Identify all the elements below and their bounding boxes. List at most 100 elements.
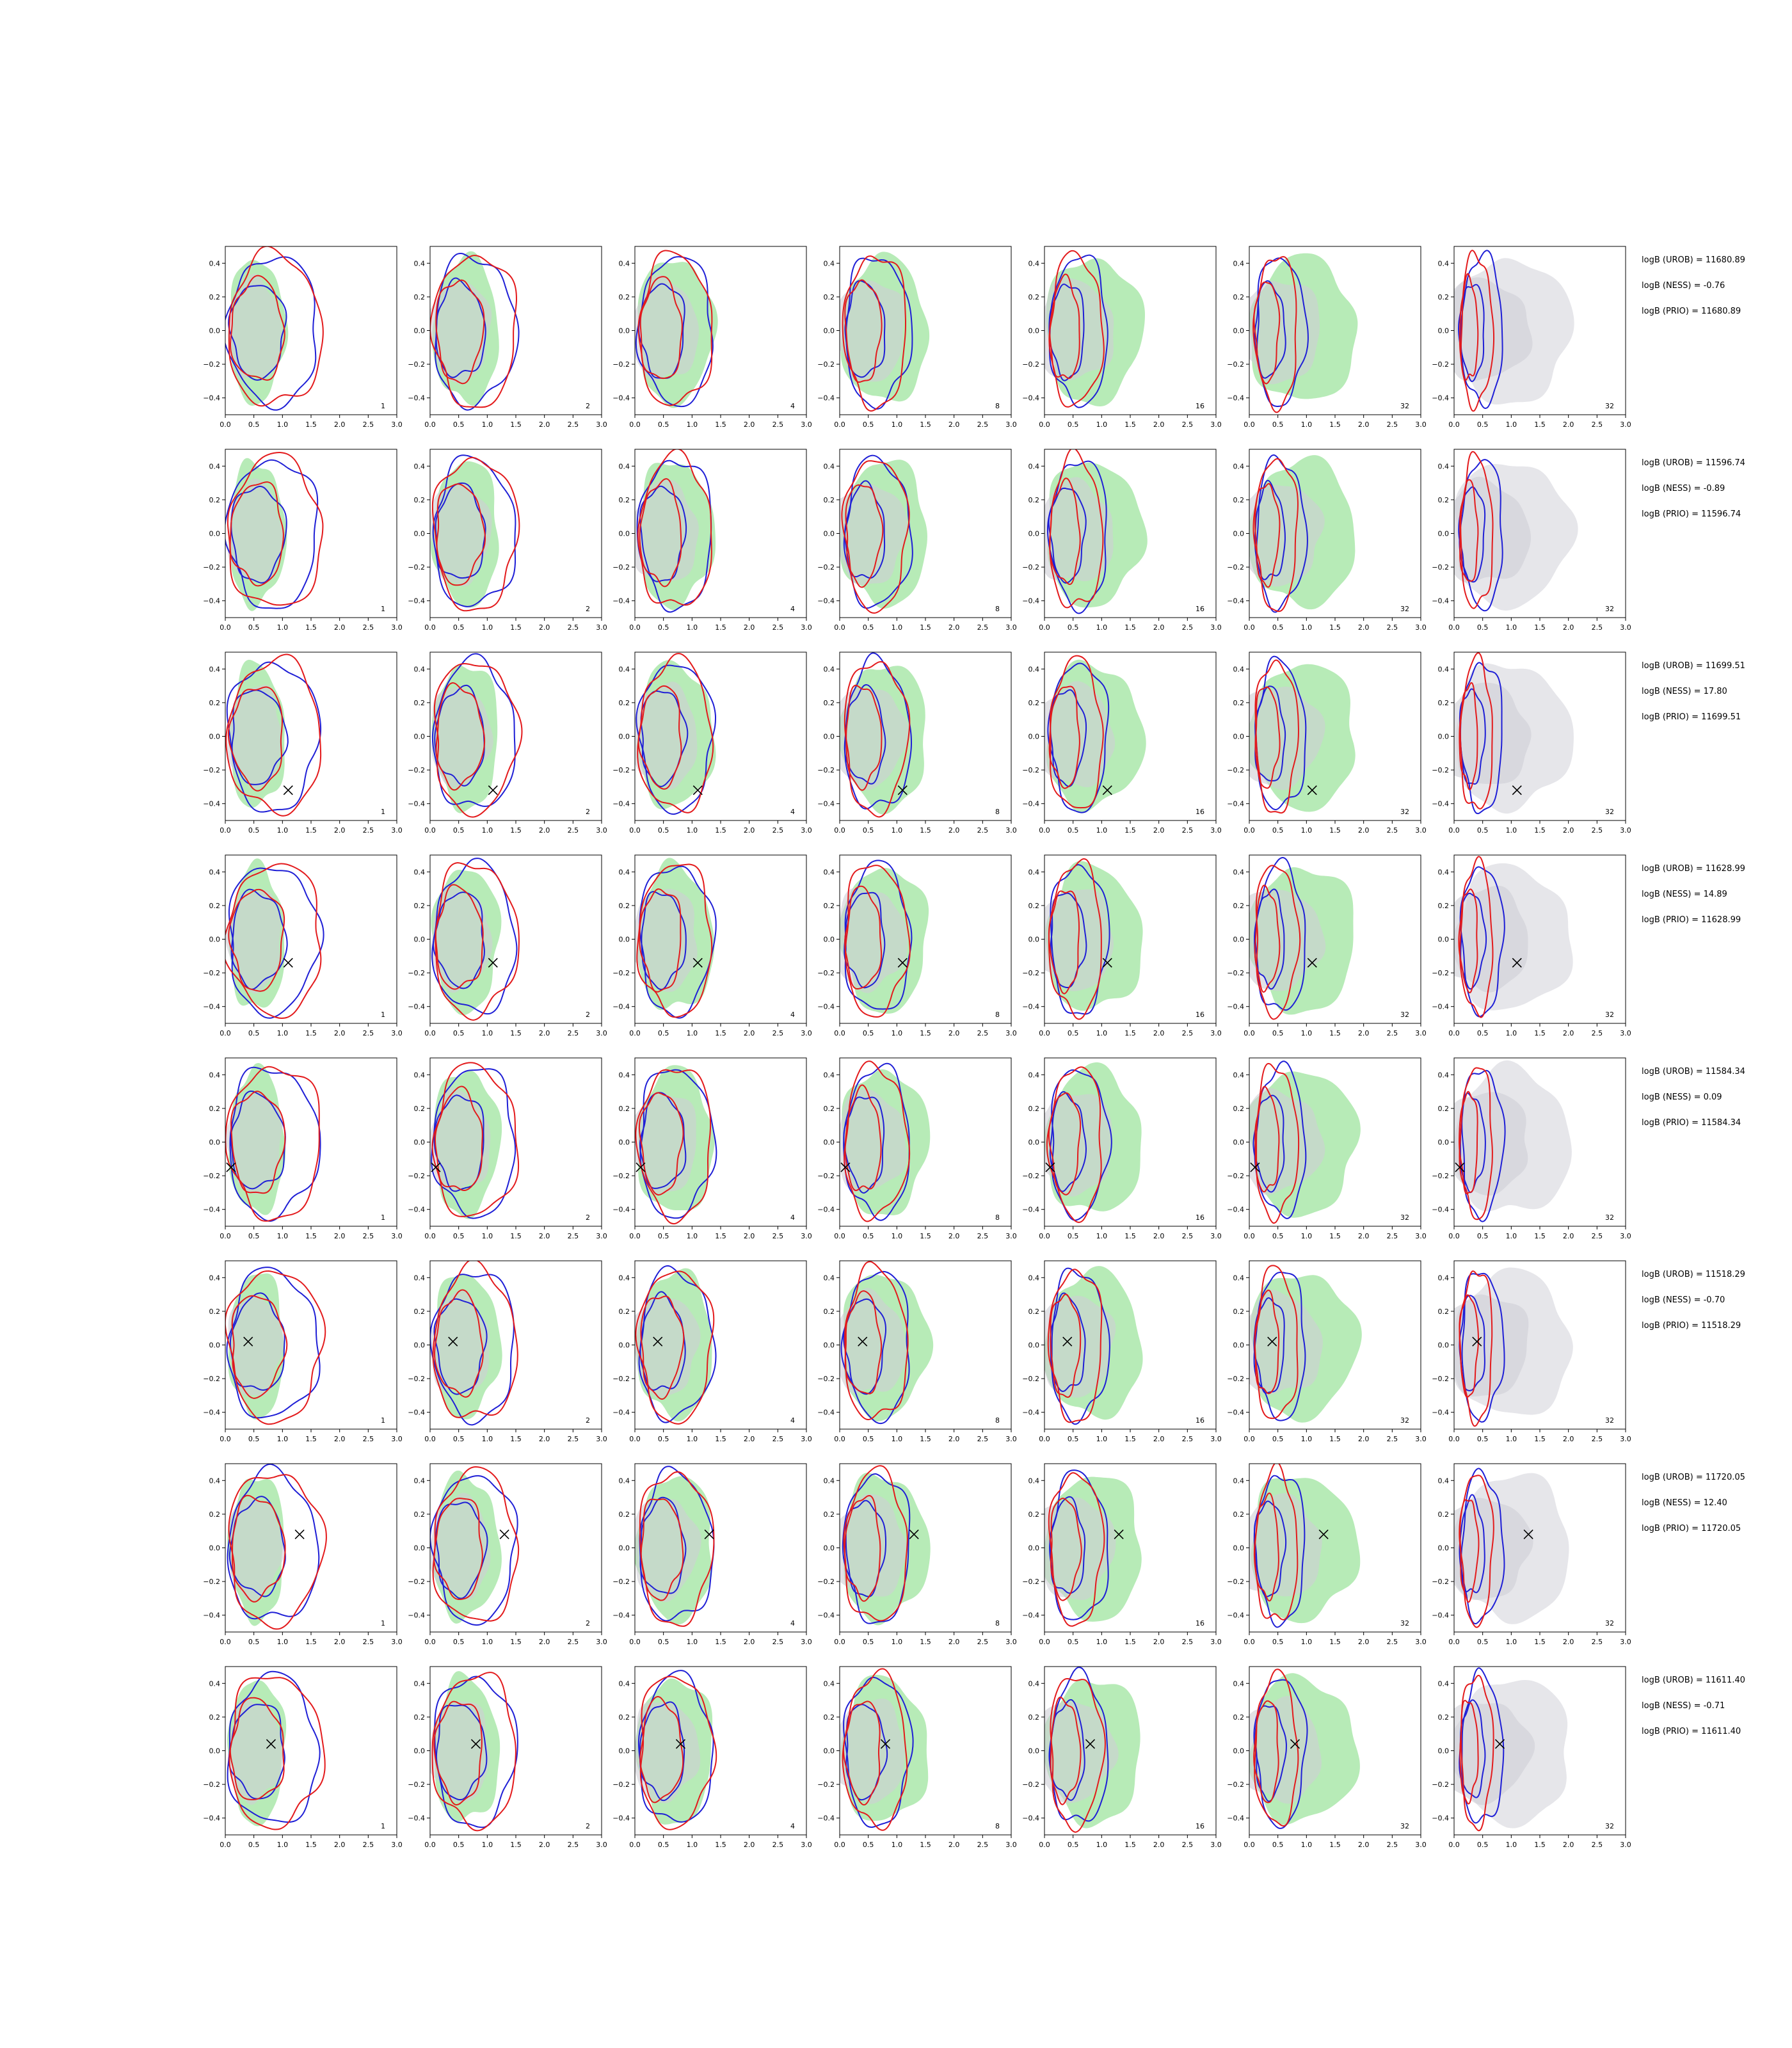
blue-contour-inner	[845, 1500, 887, 1597]
y-tick-label: 0.2	[1028, 1308, 1040, 1316]
blue-contour-outer	[1459, 866, 1505, 1018]
x-tick-label: 0.0	[1039, 1435, 1050, 1443]
red-contour-outer	[636, 863, 713, 1018]
x-tick-label: 0.0	[220, 1841, 231, 1849]
density-core	[431, 687, 493, 788]
y-tick-label: 0.0	[414, 1341, 426, 1350]
x-tick-label: 0.5	[658, 420, 669, 429]
y-tick-label: 0.2	[414, 496, 426, 504]
panel-corner-label: 16	[1196, 605, 1204, 613]
blue-contour-outer	[225, 459, 319, 609]
y-tick-label: 0.2	[414, 699, 426, 707]
y-tick-label: −0.2	[817, 1780, 835, 1789]
panel-corner-label: 32	[1605, 1619, 1614, 1628]
logb-annotation: logB (NESS) = -0.71	[1642, 1701, 1725, 1711]
x-tick-label: 1.5	[1534, 1029, 1546, 1037]
logb-annotation: logB (PRIO) = 11518.29	[1642, 1321, 1741, 1331]
panel-r5-c5: 0.0 0.5 1.0 1.5 2.0 2.5 3.0 0.4 0.2 0.0 −0.2 −0.4 16	[1022, 1057, 1222, 1240]
density-core	[840, 1089, 908, 1192]
y-tick-label: 0.0	[209, 733, 221, 741]
y-tick-label: −0.4	[612, 394, 630, 403]
x-tick-label: 0.0	[424, 826, 436, 835]
panel-corner-label: 32	[1400, 1011, 1409, 1019]
red-contour-inner	[1050, 1293, 1082, 1398]
x-tick-label: 0.5	[1068, 420, 1079, 429]
panel-r8-c5: 0.0 0.5 1.0 1.5 2.0 2.5 3.0 0.4 0.2 0.0 −0.2 −0.4 16	[1022, 1666, 1222, 1849]
y-tick-label: 0.2	[1438, 1105, 1450, 1113]
y-tick-label: −0.2	[612, 360, 630, 369]
x-tick-label: 2.5	[363, 1638, 374, 1646]
x-tick-label: 1.5	[1329, 420, 1341, 429]
y-tick-label: 0.4	[414, 1071, 426, 1079]
blue-contour-outer	[1051, 1267, 1110, 1425]
x-tick-label: 2.5	[568, 623, 579, 632]
red-contour-inner	[1253, 1700, 1279, 1804]
x-tick-label: 3.0	[1620, 1435, 1631, 1443]
red-contour-inner	[1050, 1696, 1082, 1805]
y-tick-label: 0.4	[1438, 1679, 1450, 1688]
x-tick-label: 1.5	[1124, 826, 1136, 835]
x-tick-label: 1.5	[1329, 826, 1341, 835]
y-tick-label: 0.4	[1028, 1476, 1040, 1485]
x-tick-label: 2.5	[1182, 420, 1194, 429]
true-value-marker	[266, 1739, 276, 1749]
y-tick-label: 0.4	[414, 1274, 426, 1282]
y-tick-label: 0.4	[414, 259, 426, 268]
true-value-marker	[880, 1739, 891, 1749]
x-tick-label: 1.0	[1506, 623, 1517, 632]
x-tick-label: 1.5	[920, 1029, 931, 1037]
x-tick-label: 0.5	[1477, 1435, 1489, 1443]
y-tick-label: 0.4	[414, 665, 426, 673]
x-tick-label: 2.5	[1182, 826, 1194, 835]
x-tick-label: 2.0	[1563, 1638, 1574, 1646]
true-value-marker	[448, 1336, 458, 1347]
true-value-marker	[1290, 1739, 1300, 1749]
y-tick-label: −0.4	[1227, 1003, 1244, 1011]
blue-contour-inner	[1458, 284, 1485, 382]
red-contour-inner	[639, 276, 683, 380]
x-tick-label: 0.0	[1039, 1232, 1050, 1240]
panel-r4-c7: 0.0 0.5 1.0 1.5 2.0 2.5 3.0 0.4 0.2 0.0 −0.2 −0.4 32	[1432, 854, 1631, 1037]
y-tick-label: −0.4	[203, 1206, 220, 1214]
x-tick-label: 2.5	[568, 826, 579, 835]
logb-annotation: logB (UROB) = 11720.05	[1642, 1473, 1745, 1482]
red-contour-outer	[841, 460, 910, 614]
y-tick-label: −0.2	[817, 1578, 835, 1586]
red-contour-outer	[639, 1676, 717, 1830]
y-tick-label: −0.2	[817, 563, 835, 572]
logb-annotation: logB (NESS) = -0.76	[1642, 281, 1725, 291]
x-tick-label: 3.0	[1620, 623, 1631, 632]
true-value-marker	[704, 1529, 714, 1540]
y-tick-label: −0.2	[408, 1780, 425, 1789]
x-tick-label: 3.0	[1620, 1029, 1631, 1037]
panel-corner-label: 32	[1605, 1822, 1614, 1830]
red-contour-outer	[227, 452, 324, 606]
x-tick-label: 1.5	[1534, 1841, 1546, 1849]
x-tick-label: 0.5	[1477, 1029, 1489, 1037]
x-tick-label: 3.0	[1415, 826, 1427, 835]
y-tick-label: −0.4	[612, 1003, 630, 1011]
red-contour-inner	[1459, 1499, 1480, 1603]
x-tick-label: 1.0	[892, 1435, 903, 1443]
x-tick-label: 1.0	[1096, 623, 1108, 632]
red-contour-outer	[639, 1471, 715, 1627]
x-tick-label: 1.5	[510, 1435, 522, 1443]
x-tick-label: 0.0	[834, 1638, 845, 1646]
y-tick-label: 0.0	[1028, 1544, 1040, 1553]
x-tick-label: 3.0	[1620, 1841, 1631, 1849]
y-tick-label: 0.4	[1028, 1274, 1040, 1282]
y-tick-label: 0.0	[209, 530, 221, 538]
red-contour-inner	[845, 684, 883, 791]
x-tick-label: 3.0	[1210, 826, 1222, 835]
x-tick-label: 2.5	[1592, 1029, 1603, 1037]
x-tick-label: 1.5	[920, 1435, 931, 1443]
x-tick-label: 3.0	[1210, 420, 1222, 429]
red-contour-inner	[1458, 1091, 1478, 1195]
x-tick-label: 0.0	[424, 1638, 436, 1646]
x-tick-label: 3.0	[1620, 1232, 1631, 1240]
x-tick-label: 3.0	[596, 1435, 607, 1443]
x-tick-label: 3.0	[596, 1638, 607, 1646]
x-tick-label: 0.0	[629, 1232, 641, 1240]
x-tick-label: 0.0	[1039, 826, 1050, 835]
